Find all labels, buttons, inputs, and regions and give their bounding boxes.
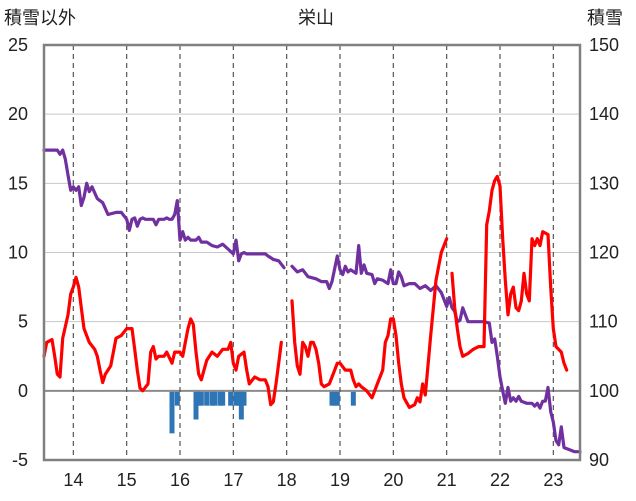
bar xyxy=(228,391,234,406)
x-tick-label: 22 xyxy=(490,470,510,490)
y-right-tick-label: 140 xyxy=(589,104,619,124)
grid xyxy=(44,44,580,461)
y-right-tick-label: 130 xyxy=(589,173,619,193)
y-right-tick-label: 110 xyxy=(589,312,618,332)
bar xyxy=(198,391,204,406)
bar xyxy=(334,391,340,406)
bar xyxy=(196,391,202,406)
plot-border xyxy=(42,43,582,462)
bar xyxy=(217,391,223,406)
x-tick-label: 17 xyxy=(223,470,243,490)
x-tick-label: 18 xyxy=(277,470,297,490)
y-axis-right-label: 積雪 xyxy=(587,8,623,29)
y-right-tick-label: 120 xyxy=(589,243,619,263)
bar xyxy=(220,391,226,406)
y-left-tick-label: 20 xyxy=(8,104,28,124)
bar xyxy=(174,391,180,406)
bar xyxy=(329,391,335,406)
series-line xyxy=(290,237,449,409)
x-tick-label: 23 xyxy=(543,470,563,490)
y-left-tick-label: 0 xyxy=(18,381,28,401)
x-tick-label: 15 xyxy=(117,470,137,490)
plot-area xyxy=(42,148,582,454)
y-left-tick-label: -5 xyxy=(12,450,28,470)
y-left-tick-label: 25 xyxy=(8,35,28,55)
series-line xyxy=(450,174,569,372)
series-line xyxy=(290,244,582,454)
series-line xyxy=(42,275,283,407)
bar xyxy=(233,391,239,406)
bar xyxy=(204,391,210,406)
y-right-tick-label: 150 xyxy=(589,35,619,55)
x-tick-label: 16 xyxy=(170,470,190,490)
x-tick-label: 19 xyxy=(330,470,350,490)
bar xyxy=(169,391,175,434)
series-line xyxy=(42,148,286,270)
bar xyxy=(238,391,244,420)
bar xyxy=(209,391,215,406)
x-tick-label: 20 xyxy=(383,470,403,490)
bar xyxy=(212,391,218,406)
x-tick-label: 21 xyxy=(437,470,457,490)
chart-title: 栄山 xyxy=(298,8,334,29)
bar xyxy=(236,391,242,406)
x-tick-label: 14 xyxy=(63,470,83,490)
y-left-tick-label: 10 xyxy=(8,243,28,263)
y-right-tick-label: 90 xyxy=(589,450,609,470)
y-left-tick-label: 15 xyxy=(8,173,28,193)
y-left-tick-label: 5 xyxy=(18,312,28,332)
bar xyxy=(241,391,247,406)
bar xyxy=(193,391,199,420)
bar xyxy=(350,391,356,406)
axes: -5 0 5 10 15 20 25 90 100 110 120 130 140 150 14 15 16 17… xyxy=(8,35,619,490)
bar xyxy=(332,391,338,406)
y-right-tick-label: 100 xyxy=(589,381,619,401)
y-axis-left-label: 積雪以外 xyxy=(4,8,76,29)
